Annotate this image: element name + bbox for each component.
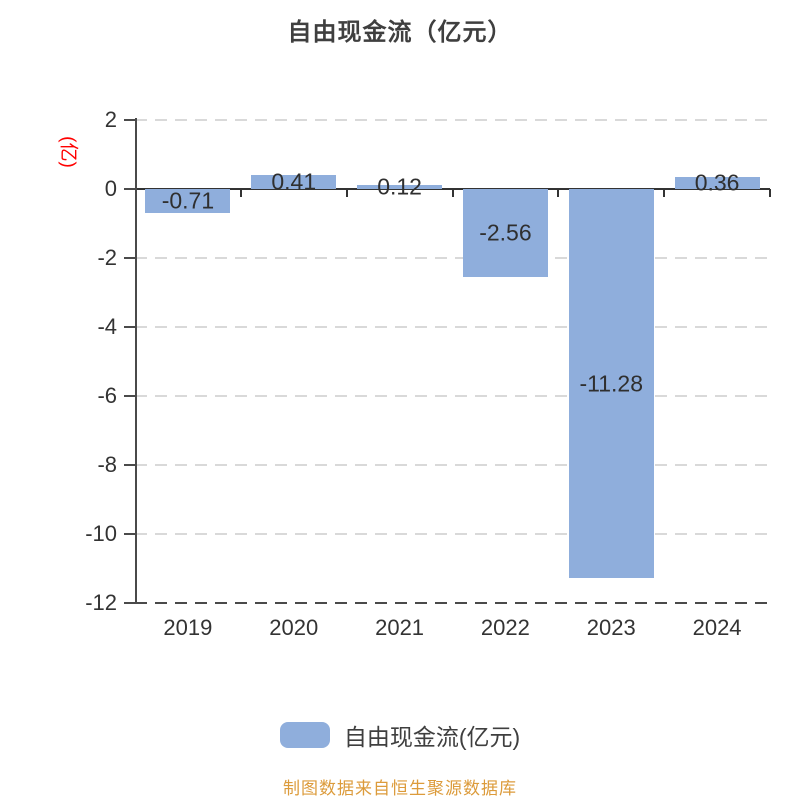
x-tick-label-2019: 2019 xyxy=(163,615,213,640)
x-tick-label-2024: 2024 xyxy=(692,615,742,640)
legend-label: 自由现金流(亿元) xyxy=(343,724,521,750)
y-tick-label: -6 xyxy=(97,383,117,408)
y-axis-tick xyxy=(124,533,135,535)
y-axis-unit-text: (亿) xyxy=(57,136,79,168)
data-source-note: 制图数据来自恒生聚源数据库 xyxy=(283,779,517,798)
gridline--12 xyxy=(135,602,770,604)
y-tick-label: -12 xyxy=(85,590,117,615)
y-axis-line xyxy=(135,118,137,603)
gridline--4 xyxy=(135,326,770,328)
gridline--10 xyxy=(135,533,770,535)
legend-swatch xyxy=(279,722,330,748)
y-axis-tick xyxy=(124,188,135,190)
gridline-2 xyxy=(135,119,770,121)
bar-value-label: -0.71 xyxy=(161,187,215,214)
category-tick xyxy=(769,189,771,197)
bar-2021 xyxy=(357,184,443,189)
category-tick xyxy=(345,189,348,197)
gridline--2 xyxy=(135,257,770,259)
y-axis-tick xyxy=(124,119,135,121)
category-tick xyxy=(451,189,454,197)
bar-2022 xyxy=(462,189,548,278)
y-axis-tick xyxy=(124,257,135,259)
bar-value-label: -2.56 xyxy=(479,219,532,246)
y-tick-label: -4 xyxy=(97,314,117,339)
bar-value-label: 0.12 xyxy=(377,173,422,200)
y-axis-tick xyxy=(124,464,135,466)
gridline--8 xyxy=(135,464,770,466)
bar-2020 xyxy=(251,174,337,189)
x-tick-label-2023: 2023 xyxy=(586,615,636,640)
bar-2019 xyxy=(145,189,231,214)
y-tick-label: 0 xyxy=(104,176,117,201)
x-tick-label-2021: 2021 xyxy=(375,615,425,640)
y-axis-tick xyxy=(124,326,135,328)
y-axis-tick xyxy=(124,602,135,604)
bar-2024 xyxy=(674,176,760,189)
category-tick xyxy=(557,189,560,197)
y-tick-label: -10 xyxy=(85,521,117,546)
bar-value-label: -11.28 xyxy=(579,370,644,397)
x-tick-label-2022: 2022 xyxy=(480,615,530,640)
y-tick-label: -2 xyxy=(97,245,117,270)
y-tick-label: -8 xyxy=(97,452,117,477)
bar-2023 xyxy=(568,189,654,579)
y-axis-tick xyxy=(124,395,135,397)
plot-area: 2 0 -2 -4 -6 -8 -10 -12 -0.71 2019 0.41 2020 0.12 202… xyxy=(85,107,771,640)
gridline--6 xyxy=(135,395,770,397)
bar-value-label: 0.41 xyxy=(271,168,317,195)
chart-title: 自由现金流（亿元） xyxy=(287,19,513,46)
category-tick xyxy=(239,189,242,197)
y-tick-label: 2 xyxy=(104,107,117,132)
x-tick-label-2020: 2020 xyxy=(269,615,319,640)
legend: 自由现金流(亿元) xyxy=(0,720,800,750)
bar-value-label: 0.36 xyxy=(694,169,740,196)
category-tick xyxy=(663,189,666,197)
